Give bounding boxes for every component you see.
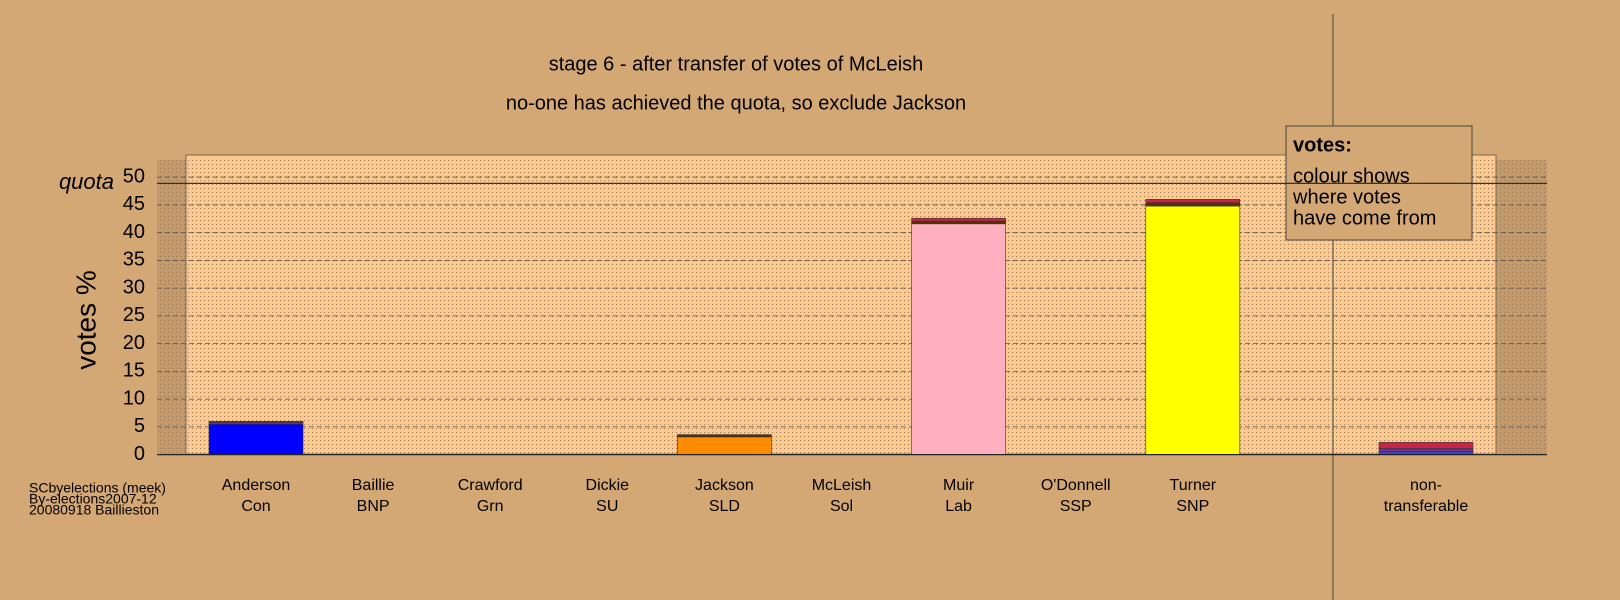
- x-tick-label: SNP: [1176, 498, 1209, 515]
- y-tick-label: 30: [123, 276, 145, 298]
- chart-subtitle: no-one has achieved the quota, so exclud…: [506, 92, 966, 114]
- bar-segment: [208, 421, 304, 423]
- y-tick-label: 40: [123, 221, 145, 243]
- bar-segment: [1378, 448, 1474, 452]
- x-tick-label: SSP: [1060, 498, 1092, 515]
- y-tick-label: 35: [123, 249, 145, 271]
- y-axis-label: votes %: [70, 270, 101, 370]
- x-tick-label: BNP: [357, 498, 390, 515]
- x-tick-label: Anderson: [222, 477, 291, 494]
- bar-segment: [677, 436, 772, 455]
- legend-line: have come from: [1293, 207, 1436, 229]
- y-tick-label: 15: [123, 360, 145, 382]
- x-tick-label: SU: [596, 498, 618, 515]
- x-tick-label: Lab: [945, 498, 972, 515]
- x-tick-label: Muir: [943, 477, 975, 494]
- quota-label: quota: [59, 169, 114, 194]
- x-tick-label: Sol: [830, 498, 853, 515]
- legend-line: where votes: [1292, 186, 1401, 208]
- x-tick-label: Dickie: [586, 477, 630, 494]
- footer: SCbyelections (meek): [29, 480, 166, 496]
- bar-segment: [208, 423, 304, 455]
- y-tick-label: 10: [123, 387, 145, 409]
- y-tick-label: 20: [123, 332, 145, 354]
- x-tick-label: Crawford: [458, 477, 523, 494]
- y-tick-label: 0: [134, 443, 145, 465]
- x-tick-label: Baillie: [352, 477, 395, 494]
- x-tick-label: Grn: [477, 498, 504, 515]
- x-tick-label: McLeish: [812, 477, 872, 494]
- x-tick-label: Turner: [1170, 477, 1217, 494]
- x-tick-label: SLD: [709, 498, 740, 515]
- bar-segment: [1378, 442, 1474, 449]
- bar-segment: [1145, 205, 1241, 455]
- x-tick-label: transferable: [1384, 498, 1469, 515]
- bar-segment: [911, 220, 1006, 225]
- y-tick-label: 25: [123, 304, 145, 326]
- x-tick-label: Con: [241, 498, 270, 515]
- bar-segment: [1145, 199, 1241, 204]
- bar-segment: [911, 223, 1006, 455]
- bar-segment: [1145, 202, 1241, 207]
- y-tick-label: 5: [134, 415, 145, 437]
- bar-segment: [677, 434, 772, 438]
- y-tick-label: 50: [123, 165, 145, 187]
- x-tick-label: O'Donnell: [1041, 477, 1111, 494]
- legend-line: colour shows: [1293, 165, 1410, 187]
- bar-segment: [911, 217, 1006, 222]
- x-tick-label: Jackson: [695, 477, 754, 494]
- x-tick-label: non-: [1410, 477, 1442, 494]
- footer: By-elections2007-12: [29, 491, 157, 507]
- legend-title: votes:: [1293, 134, 1352, 156]
- chart-title: stage 6 - after transfer of votes of McL…: [549, 53, 924, 75]
- footer: 20080918 Baillieston: [29, 502, 159, 518]
- y-tick-label: 45: [123, 193, 145, 215]
